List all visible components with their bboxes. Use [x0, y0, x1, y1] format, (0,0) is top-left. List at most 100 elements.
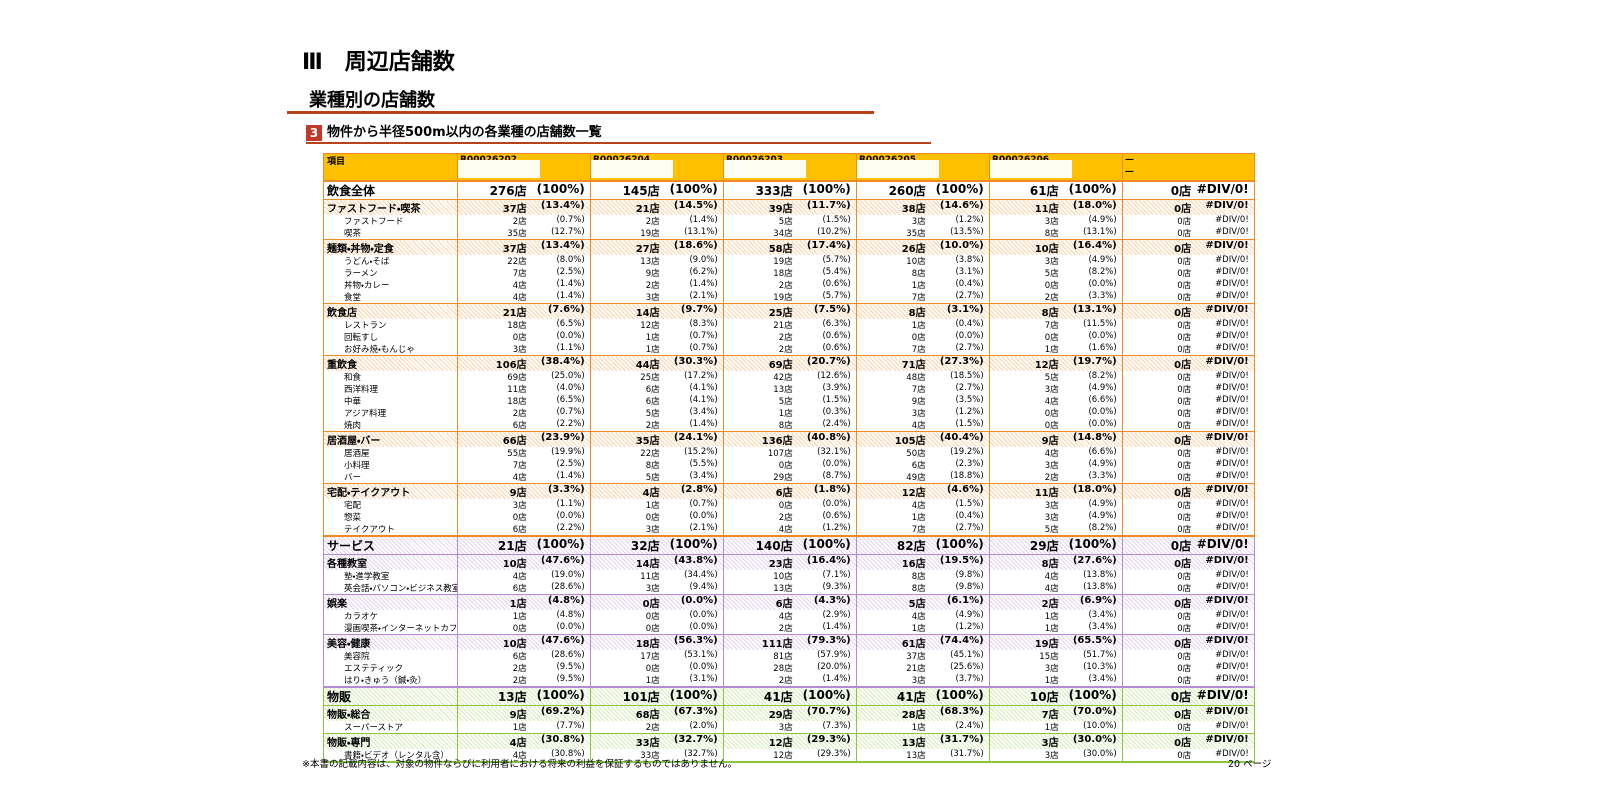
data-cell: 1店 (0.4%): [856, 279, 990, 291]
count: 4店: [911, 501, 926, 511]
share: (2.9%): [822, 610, 851, 620]
share: (0.7%): [556, 215, 585, 225]
cell-wrap: 10店 (100%): [991, 689, 1122, 705]
cell-wrap: 38店 (14.6%): [858, 200, 989, 215]
cell-wrap: 69店 (20.7%): [725, 356, 856, 371]
share: (0.0%): [822, 459, 851, 469]
data-cell: 0店 #DIV/0!: [1122, 634, 1255, 650]
count: 37店: [502, 244, 527, 255]
cell-wrap: 58店 (17.4%): [725, 240, 856, 255]
cell-wrap: 3店 (30.0%): [991, 734, 1122, 749]
cell-wrap: 19店 (65.5%): [991, 635, 1122, 650]
data-cell: 14店 (9.7%): [590, 303, 724, 319]
count: 0店: [1177, 513, 1192, 523]
count: 0店: [642, 599, 660, 610]
data-cell: 25店 (17.2%): [590, 371, 724, 383]
count: 0店: [1177, 345, 1192, 355]
share: (1.1%): [556, 343, 585, 353]
data-cell: 8店 (9.8%): [856, 570, 990, 582]
cell-wrap: 4店 (1.2%): [725, 523, 856, 534]
row-label: 物販・専門: [323, 733, 458, 749]
share: (1.2%): [955, 407, 984, 417]
share: (0.7%): [689, 343, 718, 353]
count: 5店: [778, 397, 793, 407]
data-cell: 19店 (65.5%): [989, 634, 1123, 650]
count: 21店: [906, 664, 926, 674]
data-cell: 1店 (1.6%): [989, 343, 1123, 356]
title: Ⅲ 周辺店舗数: [302, 50, 455, 75]
data-cell: 58店 (17.4%): [723, 239, 857, 255]
data-cell: 5店 (3.4%): [590, 407, 724, 419]
share: (0.0%): [1088, 279, 1117, 289]
count: 0店: [1174, 738, 1192, 749]
count: 33店: [635, 738, 660, 749]
data-cell: 0店 (0.0%): [590, 511, 724, 523]
count: 3店: [512, 501, 527, 511]
data-cell: 3店 (1.1%): [457, 343, 591, 356]
cell-wrap: 0店 (0.0%): [991, 279, 1122, 291]
count: 0店: [1177, 501, 1192, 511]
count: 44店: [635, 360, 660, 371]
cell-wrap: 4店 (1.4%): [459, 291, 590, 303]
count: 0店: [1177, 321, 1192, 331]
share: (2.2%): [556, 523, 585, 533]
share: (57.9%): [817, 650, 851, 660]
share: (0.0%): [556, 511, 585, 521]
count: 28店: [773, 664, 793, 674]
data-cell: 50店 (19.2%): [856, 447, 990, 459]
data-cell: 17店 (53.1%): [590, 650, 724, 662]
data-cell: 0店 #DIV/0!: [1122, 622, 1255, 635]
data-cell: 1店 (1.2%): [856, 622, 990, 635]
data-cell: 37店 (13.4%): [457, 199, 591, 215]
share: (1.4%): [822, 674, 851, 684]
cell-wrap: 0店 (0.0%): [592, 610, 723, 622]
share: #DIV/0!: [1215, 650, 1249, 660]
share: (14.5%): [673, 200, 718, 211]
data-cell: 6店 (28.6%): [457, 650, 591, 662]
data-cell: 66店 (23.9%): [457, 431, 591, 447]
data-cell: 13店 (100%): [457, 686, 591, 706]
cell-wrap: 1店 (1.2%): [858, 622, 989, 634]
share: #DIV/0!: [1215, 291, 1249, 301]
cell-wrap: 0店 #DIV/0!: [1124, 595, 1254, 610]
row-label: 和食: [323, 371, 458, 383]
cell-wrap: 7店 (2.5%): [459, 459, 590, 471]
count: 3店: [1044, 257, 1059, 267]
share: #DIV/0!: [1215, 622, 1249, 632]
data-cell: 5店 (3.4%): [590, 471, 724, 484]
cell-wrap: 0店 (0.0%): [459, 511, 590, 523]
count: 3店: [645, 293, 660, 303]
data-cell: 0店 #DIV/0!: [1122, 371, 1255, 383]
count: 7店: [911, 525, 926, 535]
cell-wrap: 19店 (13.1%): [592, 227, 723, 239]
cell-wrap: 0店 #DIV/0!: [1124, 459, 1254, 471]
data-cell: 0店 (0.0%): [989, 331, 1123, 343]
count: 0店: [1174, 244, 1192, 255]
share: (13.1%): [1072, 304, 1117, 315]
cell-wrap: 25店 (7.5%): [725, 304, 856, 319]
cell-wrap: 1店 (0.7%): [592, 331, 723, 343]
cell-wrap: 7店 (2.7%): [858, 291, 989, 303]
share: (29.3%): [817, 749, 851, 759]
data-cell: 29店 (8.7%): [723, 471, 857, 484]
count: 17店: [640, 652, 660, 662]
data-cell: 81店 (57.9%): [723, 650, 857, 662]
group-row: 物販・総合 9店 (69.2%) 68店 (67.3%) 29店 (70.7%) 28店 (68…: [323, 705, 1255, 721]
data-cell: 3店 (9.4%): [590, 582, 724, 595]
data-cell: 18店 (6.5%): [457, 395, 591, 407]
row-label: 食堂: [323, 291, 458, 304]
item-row: 小料理 7店 (2.5%) 8店 (5.5%) 0店 (0.0%) 6店 (2.3%) 3店 (4.…: [323, 459, 1255, 471]
data-cell: 13店 (3.9%): [723, 383, 857, 395]
count: 3店: [1044, 501, 1059, 511]
cell-wrap: 0店 #DIV/0!: [1124, 343, 1254, 355]
data-cell: 3店 (7.3%): [723, 721, 857, 734]
data-cell: 29店 (100%): [989, 535, 1123, 555]
share: (3.4%): [689, 471, 718, 481]
count: 58店: [768, 244, 793, 255]
data-cell: 0店 #DIV/0!: [1122, 610, 1255, 622]
data-cell: 19店 (5.7%): [723, 291, 857, 304]
cell-wrap: 5店 (8.2%): [991, 267, 1122, 279]
count: 1店: [645, 501, 660, 511]
data-cell: 5店 (6.1%): [856, 594, 990, 610]
count: 61店: [901, 639, 926, 650]
